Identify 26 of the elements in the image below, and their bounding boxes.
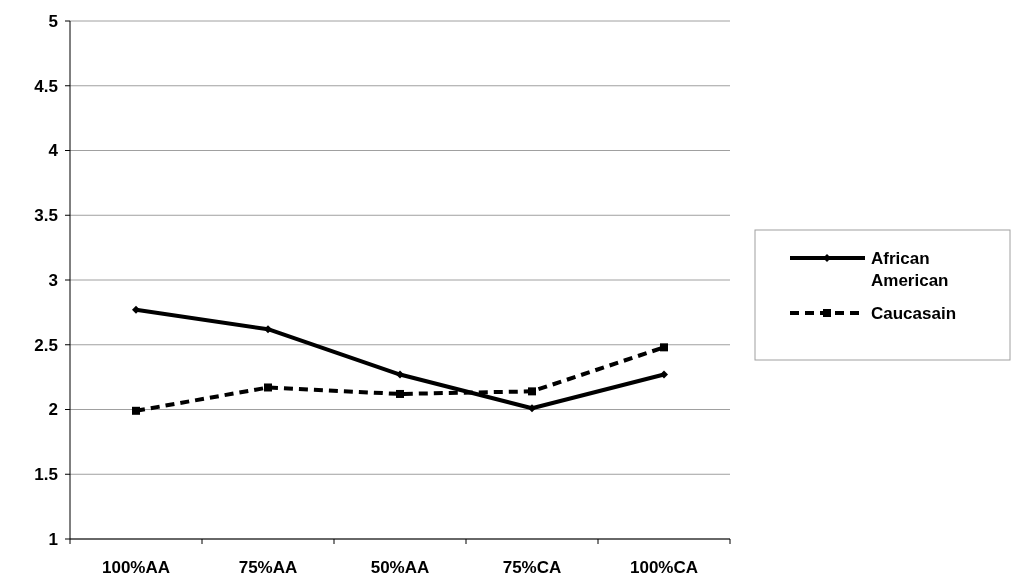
x-tick-label: 100%AA xyxy=(101,558,171,577)
y-tick-label: 3 xyxy=(48,270,58,290)
x-tick-label: 75%AA xyxy=(238,558,298,577)
legend-label: African American xyxy=(871,248,949,291)
point xyxy=(396,389,404,398)
point xyxy=(396,370,404,379)
point xyxy=(132,305,140,314)
point xyxy=(528,387,536,396)
point xyxy=(132,406,140,415)
point xyxy=(264,383,272,392)
y-tick-label: 3.5 xyxy=(34,206,58,226)
point xyxy=(660,370,668,379)
y-tick-label: 1.5 xyxy=(34,465,58,485)
legend-label: Caucasain xyxy=(871,303,957,323)
y-tick-label: 2 xyxy=(48,400,58,420)
y-tick-label: 1 xyxy=(48,529,58,549)
x-tick-label: 50%AA xyxy=(370,558,430,577)
y-tick-label: 2.5 xyxy=(34,335,58,355)
x-tick-label: 75%CA xyxy=(502,558,562,577)
point xyxy=(660,343,668,352)
point xyxy=(528,404,536,413)
y-tick-label: 5 xyxy=(48,11,58,31)
point xyxy=(264,325,272,334)
y-tick-label: 4.5 xyxy=(34,76,58,96)
x-tick-label: 100%CA xyxy=(629,558,699,577)
y-tick-label: 4 xyxy=(48,141,59,161)
